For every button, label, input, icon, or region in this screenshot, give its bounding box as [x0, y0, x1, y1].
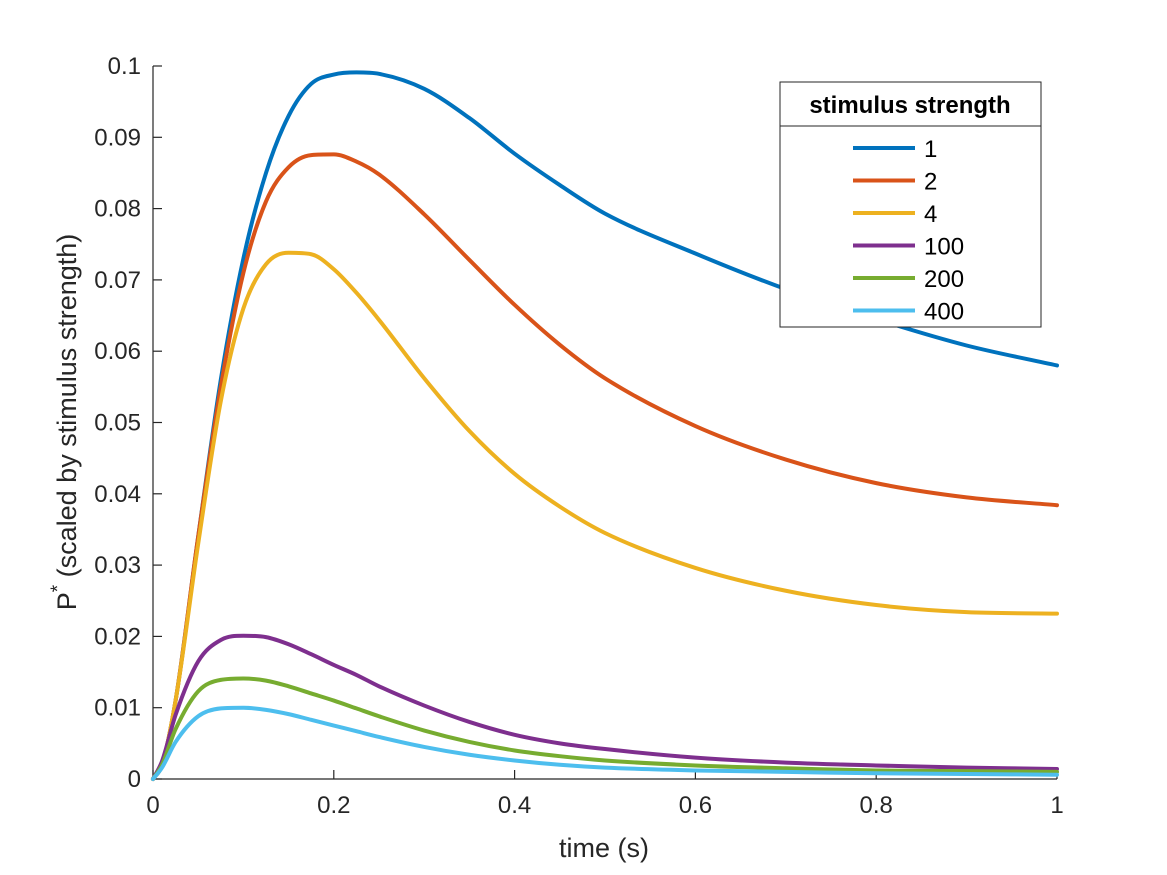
y-tick-label: 0.01: [94, 695, 141, 722]
y-tick-label: 0: [128, 766, 141, 793]
legend-label: 100: [924, 234, 964, 261]
y-axis-label: P* (scaled by stimulus strength): [48, 234, 82, 611]
legend-label: 200: [924, 266, 964, 293]
y-tick-label: 0.1: [108, 53, 141, 80]
y-tick-label: 0.07: [94, 267, 141, 294]
y-tick-label: 0.02: [94, 623, 141, 650]
legend-label: 2: [924, 169, 937, 196]
y-axis-label-main: P: [52, 592, 82, 610]
legend-item-200: 200: [853, 266, 964, 293]
series-line-400: [151, 705, 1059, 781]
legend-item-4: 4: [853, 201, 937, 228]
y-tick-label: 0.05: [94, 410, 141, 437]
legend-item-2: 2: [853, 169, 937, 196]
legend-box: [779, 81, 1042, 328]
legend-label: 1: [924, 136, 937, 163]
y-axis-label-rest: (scaled by stimulus strength): [52, 234, 82, 585]
y-axis-label-superscript: *: [48, 584, 69, 592]
x-tick-label: 0.2: [317, 792, 350, 819]
y-tick-label: 0.06: [94, 338, 141, 365]
y-tick-label: 0.04: [94, 481, 141, 508]
legend-items: 1 2 4 100 200 400: [853, 136, 964, 326]
series-lines: [151, 70, 1059, 781]
x-tick-label: 1: [1050, 792, 1063, 819]
x-tick-label: 0: [146, 792, 159, 819]
series-line-100: [151, 633, 1059, 781]
x-axis-ticks: 0 0.2 0.4 0.6 0.8 1: [146, 770, 1064, 819]
legend-label: 4: [924, 201, 937, 228]
legend-label: 400: [924, 299, 964, 326]
series-line-4: [151, 250, 1059, 781]
y-tick-label: 0.09: [94, 124, 141, 151]
legend-item-400: 400: [853, 299, 964, 326]
legend-title: stimulus strength: [809, 92, 1010, 119]
legend-item-100: 100: [853, 234, 964, 261]
x-tick-label: 0.8: [860, 792, 893, 819]
x-axis-label: time (s): [559, 833, 649, 863]
y-tick-label: 0.03: [94, 552, 141, 579]
series-line-200: [151, 676, 1059, 781]
x-tick-label: 0.4: [498, 792, 531, 819]
plot-area: 0 0.2 0.4 0.6 0.8 1 0 0.01 0.02 0.03 0.04 0.05 0.06…: [94, 53, 1063, 819]
x-tick-label: 0.6: [679, 792, 712, 819]
y-tick-label: 0.08: [94, 196, 141, 223]
y-axis-ticks: 0 0.01 0.02 0.03 0.04 0.05 0.06 0.07 0.08 0.09 0.1: [94, 53, 162, 793]
legend-item-1: 1: [853, 136, 937, 163]
legend: stimulus strength 1 2 4 100 200 400: [779, 81, 1042, 328]
